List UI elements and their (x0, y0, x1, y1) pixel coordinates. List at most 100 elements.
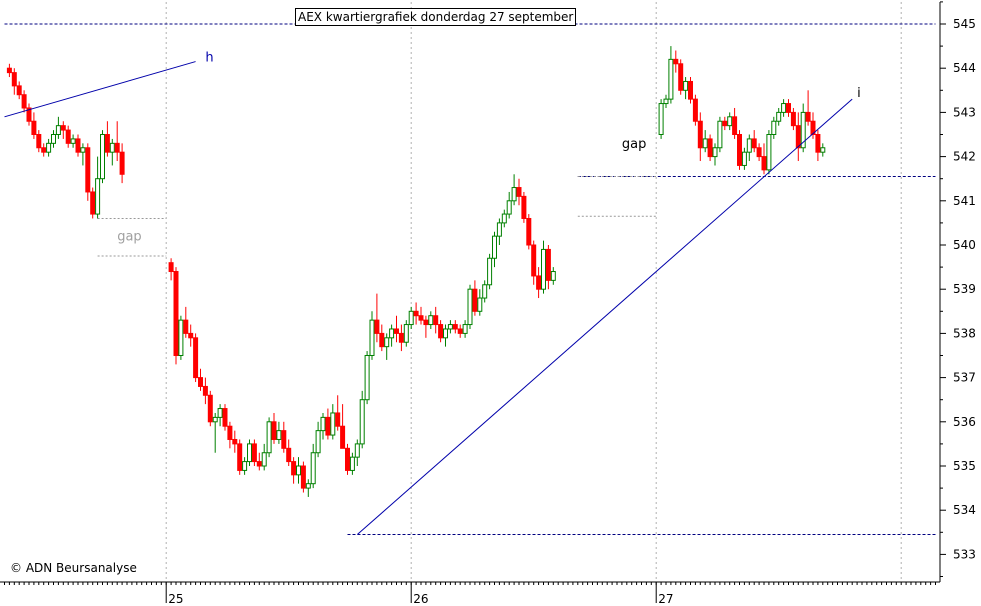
candle-body-146 (717, 120, 723, 149)
candle-body-74 (364, 355, 370, 401)
candle-body-78 (384, 337, 390, 348)
y-tick-label-540: 540 (953, 238, 976, 252)
candle-body-50 (247, 443, 252, 463)
candle-body-165 (810, 120, 816, 135)
candle-body-107 (526, 217, 532, 246)
candle-body-34 (168, 262, 174, 273)
candle-body-138 (678, 63, 684, 91)
candle-body-15 (75, 138, 81, 153)
copyright-label: © ADN Beursanalyse (10, 561, 137, 575)
grid (165, 2, 902, 582)
y-tick-label-538: 538 (953, 326, 976, 340)
candle-body-9 (46, 142, 52, 153)
candle-body-93 (457, 328, 463, 334)
candle-body-45 (222, 408, 228, 427)
candle-body-104 (511, 187, 517, 202)
y-tick-label-542: 542 (953, 150, 976, 164)
candle-body-136 (668, 58, 674, 100)
candle-body-94 (462, 324, 468, 334)
x-tick-label-27: 27 (658, 592, 673, 606)
candle-body-59 (291, 461, 297, 476)
horizontal-levels (4, 23, 936, 536)
candle-body-100 (492, 235, 497, 259)
candle-body-21 (104, 134, 110, 153)
candle-body-95 (467, 288, 473, 326)
x-tick-label-25: 25 (168, 592, 183, 606)
annotation-h: h (205, 51, 213, 66)
candle-body-44 (217, 408, 223, 418)
y-tick-label-536: 536 (953, 415, 976, 429)
candle-body-84 (413, 310, 419, 317)
candle-body-140 (688, 80, 693, 100)
candle-body-42 (207, 394, 213, 423)
candle-body-153 (751, 138, 757, 149)
candle-body-13 (65, 129, 71, 144)
candle-body-144 (707, 138, 713, 158)
candle-body-49 (242, 461, 248, 471)
candle-body-76 (374, 319, 380, 334)
candle-body-40 (198, 377, 203, 387)
candle-body-39 (193, 337, 199, 379)
candle-body-141 (692, 98, 698, 122)
y-tick-label-543: 543 (953, 105, 976, 119)
candle-body-81 (398, 332, 404, 343)
candle-body-82 (403, 324, 409, 343)
candle-body-8 (41, 147, 47, 153)
trendline-0 (4, 61, 196, 118)
candle-body-101 (496, 222, 502, 237)
candle-body-71 (349, 456, 355, 471)
candle-body-99 (487, 257, 493, 286)
candle-body-61 (300, 465, 306, 489)
candle-body-111 (545, 248, 551, 281)
y-tick-label-535: 535 (953, 459, 976, 473)
candle-body-73 (359, 399, 365, 445)
candle-body-88 (433, 315, 439, 326)
candle-body-162 (795, 125, 801, 149)
candle-body-112 (550, 271, 556, 281)
y-tick-label-537: 537 (953, 371, 976, 385)
candle-body-36 (178, 319, 184, 357)
candle-body-2 (11, 72, 17, 87)
y-tick-label-544: 544 (953, 61, 976, 75)
candle-body-103 (506, 200, 512, 215)
candle-body-83 (408, 310, 414, 326)
candle-body-35 (173, 271, 179, 356)
trendline-1 (356, 98, 853, 535)
candle-body-11 (55, 125, 61, 136)
candle-body-150 (737, 134, 742, 166)
annotations: hi (205, 51, 860, 101)
candle-body-89 (438, 324, 444, 339)
candle-body-38 (188, 332, 194, 339)
gap-label-0: gap (117, 230, 141, 245)
candle-body-147 (722, 120, 728, 127)
candle-body-12 (60, 125, 66, 131)
y-tick-label-534: 534 (953, 503, 976, 517)
candle-body-41 (202, 385, 208, 396)
candle-body-19 (95, 178, 101, 215)
candle-body-22 (109, 142, 115, 153)
candle-body-134 (658, 103, 664, 135)
candle-body-152 (746, 138, 752, 153)
candle-body-145 (712, 147, 718, 158)
candle-body-80 (394, 328, 399, 334)
candle-body-161 (790, 111, 796, 127)
candle-body-58 (286, 447, 292, 463)
candle-body-110 (541, 248, 546, 290)
candle-body-148 (727, 116, 733, 127)
candle-body-166 (815, 134, 821, 153)
candle-body-98 (482, 284, 488, 299)
candle-body-151 (741, 151, 747, 166)
candle-body-46 (227, 425, 233, 440)
candle-body-48 (237, 443, 243, 471)
candle-body-75 (369, 319, 375, 357)
candle-body-160 (786, 103, 791, 113)
candle-body-105 (516, 187, 522, 197)
candle-body-51 (251, 443, 257, 463)
candle-body-60 (296, 465, 301, 476)
candle-body-23 (114, 142, 120, 153)
candle-body-96 (472, 288, 478, 312)
candle-body-54 (266, 421, 272, 454)
candle-body-149 (732, 116, 738, 135)
